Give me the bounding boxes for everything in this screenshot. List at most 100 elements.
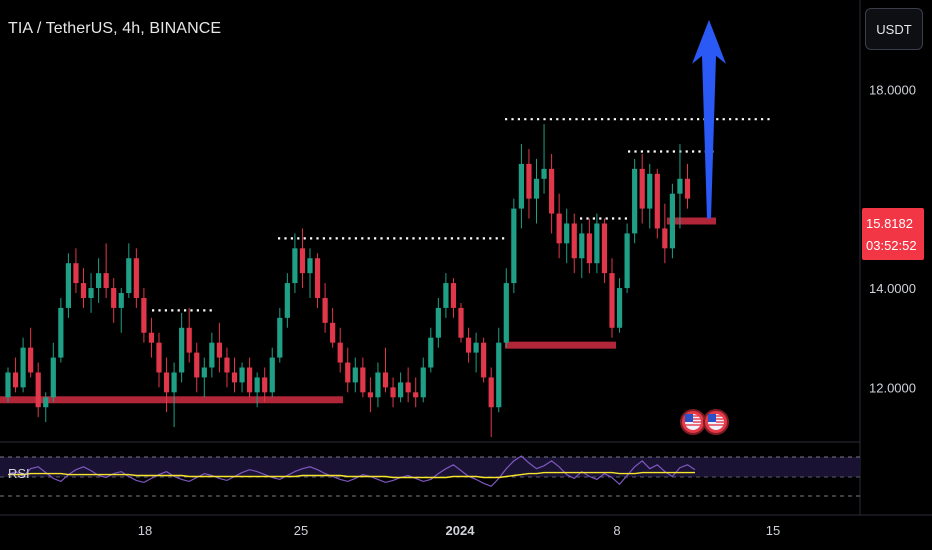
candle-body bbox=[194, 352, 200, 378]
candle-body bbox=[443, 283, 449, 308]
candle-body bbox=[314, 258, 321, 298]
candle-body bbox=[269, 357, 275, 393]
candle-body bbox=[654, 173, 660, 229]
candle-body bbox=[80, 283, 87, 298]
time-tick-label: 2024 bbox=[446, 523, 476, 538]
candle-body bbox=[216, 342, 222, 358]
candle-body bbox=[337, 342, 343, 363]
candle-body bbox=[231, 372, 238, 383]
levels-layer bbox=[0, 118, 773, 404]
candle-body bbox=[299, 248, 306, 274]
candle-body bbox=[28, 347, 34, 373]
candle-body bbox=[669, 193, 675, 249]
rsi-ma-line bbox=[8, 471, 695, 479]
candle-body bbox=[292, 248, 298, 284]
candle-body bbox=[367, 392, 373, 398]
candle-body bbox=[594, 223, 600, 264]
candle-body bbox=[556, 213, 562, 244]
price-tick-label: 18.0000 bbox=[869, 82, 916, 97]
chart-title: TIA / TetherUS, 4h, BINANCE bbox=[8, 20, 222, 37]
time-tick-label: 15 bbox=[766, 523, 780, 538]
time-axis[interactable]: 18 25 2024 8 15 bbox=[138, 523, 780, 538]
candle-body bbox=[398, 382, 404, 398]
price-axis[interactable]: 18.0000 14.0000 12.0000 bbox=[869, 82, 916, 395]
candle-body bbox=[632, 168, 638, 234]
candle-body bbox=[488, 377, 494, 408]
currency-button[interactable]: USDT bbox=[865, 8, 923, 50]
candle-body bbox=[163, 372, 170, 393]
support-zone-7 bbox=[667, 217, 716, 225]
candle-body bbox=[209, 342, 215, 368]
candle-body bbox=[450, 283, 457, 308]
candle-body bbox=[496, 342, 502, 408]
candle-body bbox=[413, 392, 419, 398]
candle-body bbox=[624, 233, 630, 289]
candle-body bbox=[345, 362, 351, 383]
candle-body bbox=[684, 178, 691, 199]
us-flag-badge-icon bbox=[703, 409, 729, 435]
projection-arrow-layer bbox=[692, 19, 726, 219]
bar-countdown: 03:52:52 bbox=[866, 238, 917, 253]
price-tick-label: 12.0000 bbox=[869, 380, 916, 395]
candle-body bbox=[73, 263, 79, 284]
candle-body bbox=[639, 168, 645, 209]
candle-body bbox=[677, 178, 683, 194]
candle-body bbox=[601, 223, 608, 274]
time-tick-label: 18 bbox=[138, 523, 152, 538]
candle-body bbox=[58, 307, 64, 358]
candle-body bbox=[20, 347, 26, 388]
candle-body bbox=[330, 322, 336, 343]
candle-body bbox=[65, 263, 71, 308]
candle-body bbox=[579, 233, 585, 259]
candle-body bbox=[201, 367, 207, 378]
support-zone-0 bbox=[0, 396, 343, 404]
candle-body bbox=[171, 372, 177, 393]
candle-body bbox=[88, 288, 94, 298]
candle-body bbox=[428, 337, 434, 368]
candle-body bbox=[186, 327, 192, 353]
candle-body bbox=[254, 377, 260, 393]
support-zone-3 bbox=[505, 341, 616, 349]
candle-body bbox=[541, 168, 547, 179]
candle-body bbox=[141, 297, 147, 333]
time-tick-label: 8 bbox=[613, 523, 620, 538]
candle-body bbox=[586, 233, 592, 264]
current-price-value: 15.8182 bbox=[866, 216, 913, 231]
candle-body bbox=[375, 372, 381, 398]
candle-body bbox=[148, 332, 155, 343]
candle-body bbox=[564, 223, 570, 244]
candle-body bbox=[126, 258, 132, 294]
candle-body bbox=[118, 293, 124, 308]
candle-body bbox=[50, 357, 56, 398]
current-price-tag: 15.8182 03:52:52 bbox=[862, 208, 924, 260]
candle-body bbox=[465, 337, 472, 353]
candle-body bbox=[571, 223, 577, 259]
candle-body bbox=[96, 273, 102, 289]
candle-body bbox=[179, 327, 185, 373]
projection-arrow bbox=[692, 19, 726, 219]
candle-body bbox=[503, 283, 509, 343]
candle-body bbox=[111, 288, 117, 308]
candle-body bbox=[307, 258, 313, 274]
price-tick-label: 14.0000 bbox=[869, 281, 916, 296]
time-tick-label: 25 bbox=[294, 523, 308, 538]
candle-body bbox=[390, 387, 396, 398]
candle-body bbox=[609, 273, 615, 328]
candle-body bbox=[352, 367, 358, 383]
candle-body bbox=[616, 288, 623, 328]
candle-body bbox=[262, 377, 268, 393]
candle-body bbox=[360, 367, 366, 393]
us-flag-badge-icon bbox=[680, 409, 706, 435]
candle-body bbox=[322, 297, 328, 323]
candle-body bbox=[284, 283, 290, 318]
candle-body bbox=[43, 397, 49, 408]
candle-body bbox=[481, 342, 487, 378]
candle-body bbox=[247, 367, 253, 393]
candle-body bbox=[12, 372, 19, 388]
candle-body bbox=[420, 367, 426, 398]
rsi-pane: RSI bbox=[0, 455, 860, 497]
flag-badges bbox=[680, 409, 729, 435]
candle-body bbox=[518, 163, 524, 209]
candle-body bbox=[526, 163, 532, 199]
